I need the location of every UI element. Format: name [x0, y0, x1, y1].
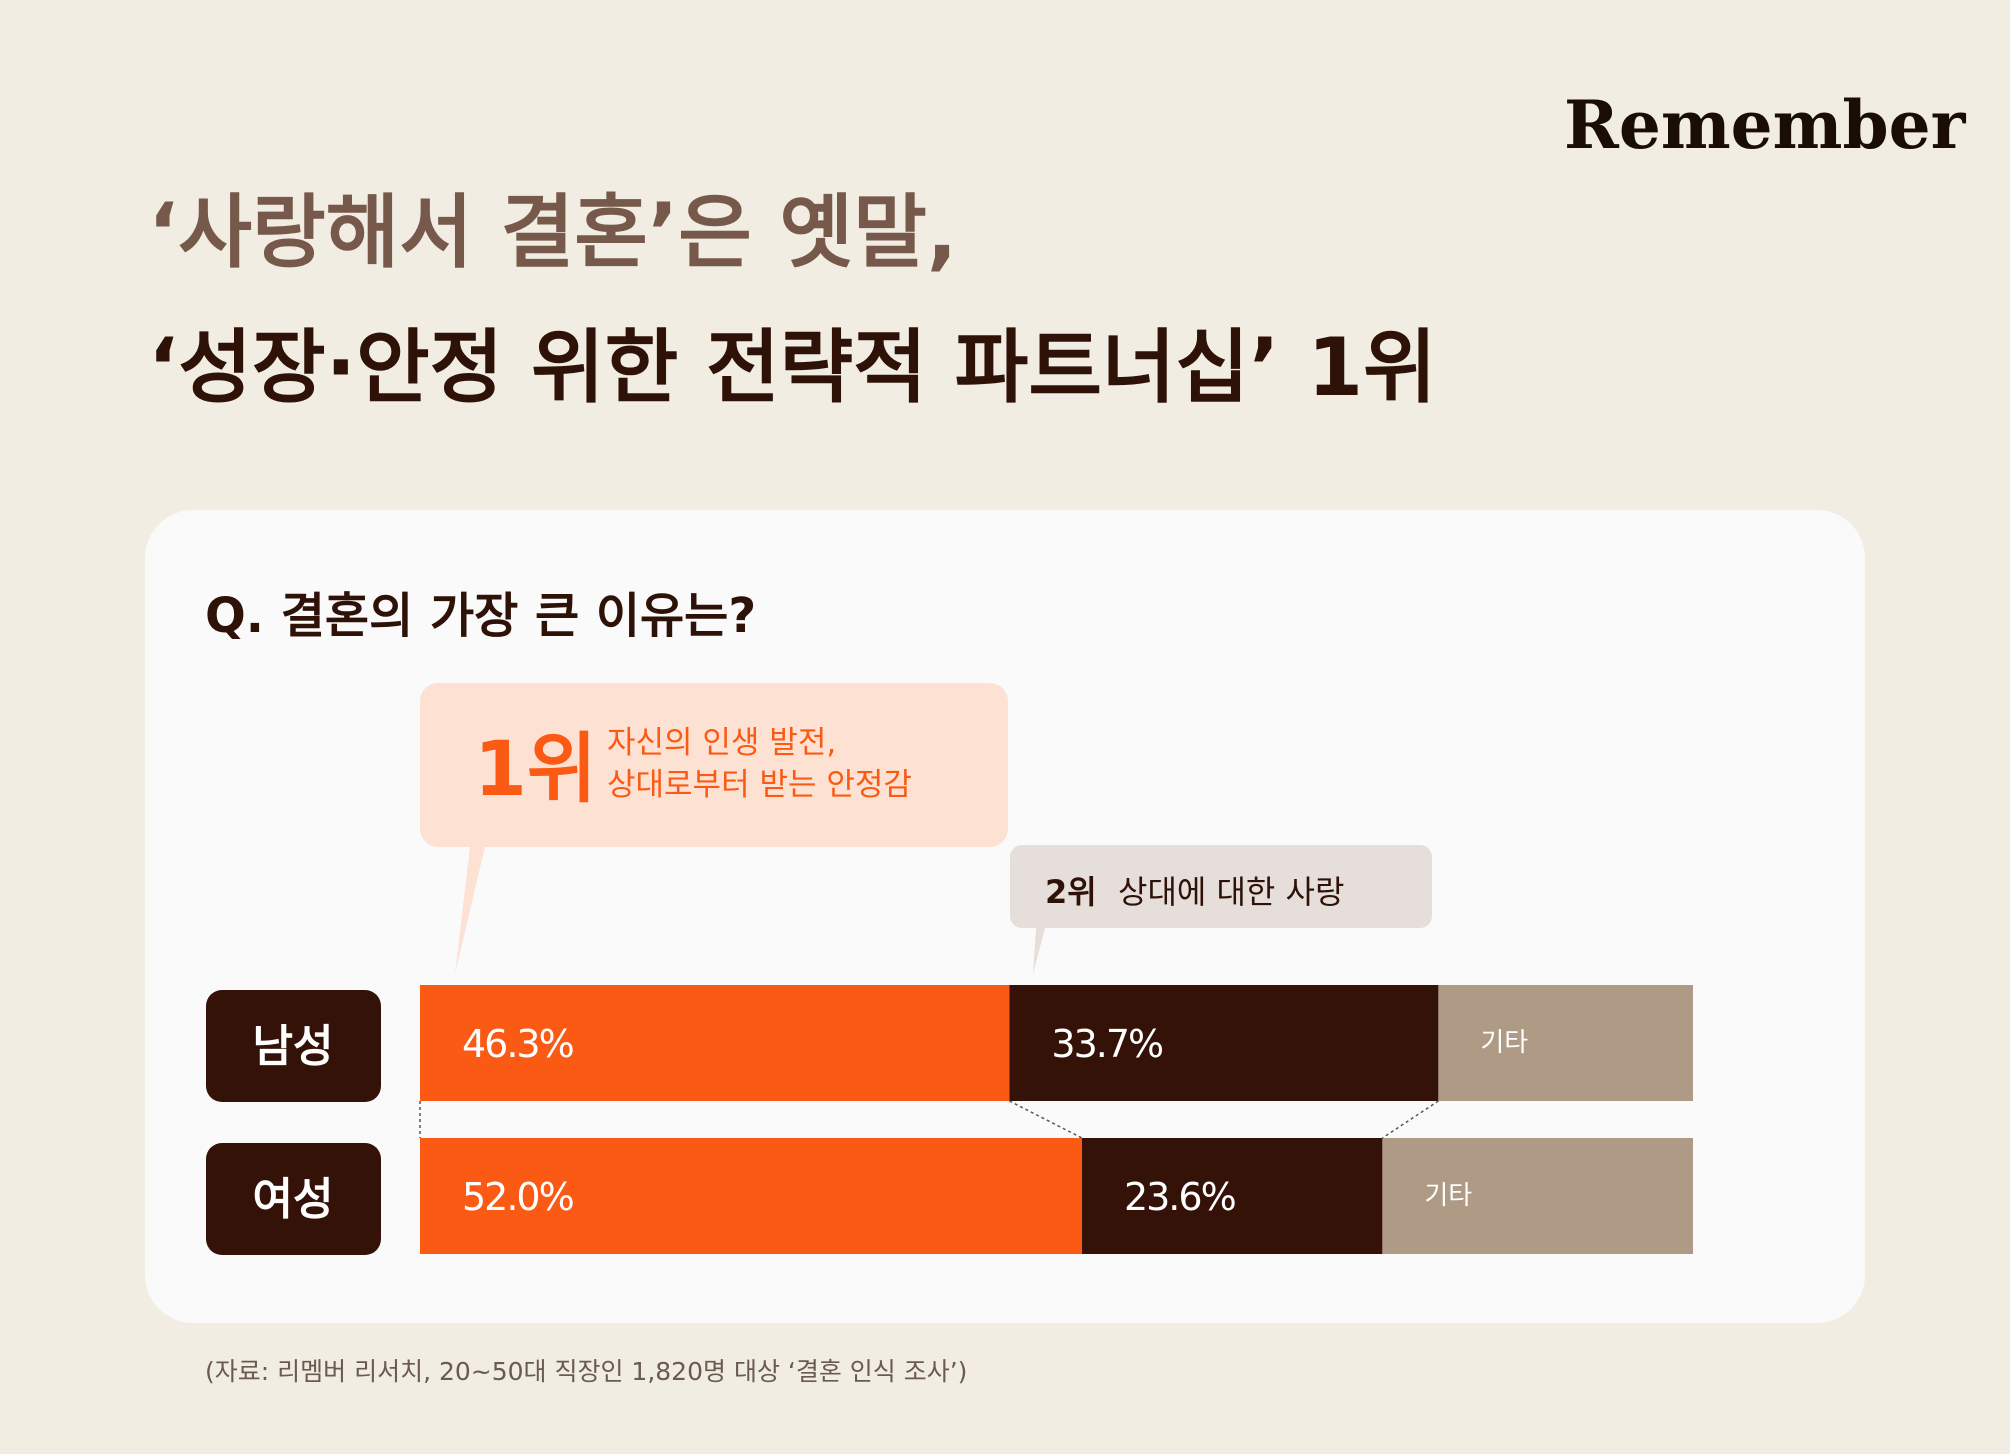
category-badge: [206, 1143, 381, 1255]
brand-logo: Remember: [1564, 86, 1967, 164]
title-line: ‘사랑해서 결혼’은 옛말,: [148, 186, 957, 279]
question: Q. 결혼의 가장 큰 이유는?: [205, 588, 756, 644]
value-label: 23.6%: [1124, 1175, 1236, 1219]
callout-bubble: [1010, 845, 1432, 974]
bar-segment: [1081, 1138, 1383, 1254]
callout-text: 자신의 인생 발전, 상대로부터 받는 안정감: [607, 725, 912, 803]
bar-segment: [420, 1138, 1082, 1254]
bar-segment: [1382, 1138, 1693, 1254]
rank-label: 2위: [1045, 873, 1097, 911]
category-badge: [206, 990, 381, 1102]
callout-bubble: [420, 683, 1008, 974]
connector: [1381, 1100, 1439, 1139]
bar-segment: [420, 985, 1010, 1101]
title-line: ‘성장·안정 위한 전략적 파트너십’ 1위: [148, 321, 1437, 414]
value-label: 46.3%: [462, 1022, 574, 1066]
value-label: 52.0%: [462, 1175, 574, 1219]
rank-label: 1위: [474, 724, 597, 813]
value-label: 33.7%: [1051, 1022, 1163, 1066]
bar-segment: [1438, 985, 1693, 1101]
callout-text: 상대에 대한 사랑: [1118, 873, 1344, 911]
connector: [1009, 1100, 1083, 1139]
category-label: 여성: [253, 1174, 334, 1225]
source-note: (자료: 리멤버 리서치, 20~50대 직장인 1,820명 대상 ‘결혼 인…: [205, 1357, 967, 1386]
segment-label: 기타: [1480, 1028, 1528, 1058]
segment-label: 기타: [1424, 1181, 1472, 1211]
bar-segment: [1009, 985, 1439, 1101]
category-label: 남성: [253, 1021, 334, 1072]
